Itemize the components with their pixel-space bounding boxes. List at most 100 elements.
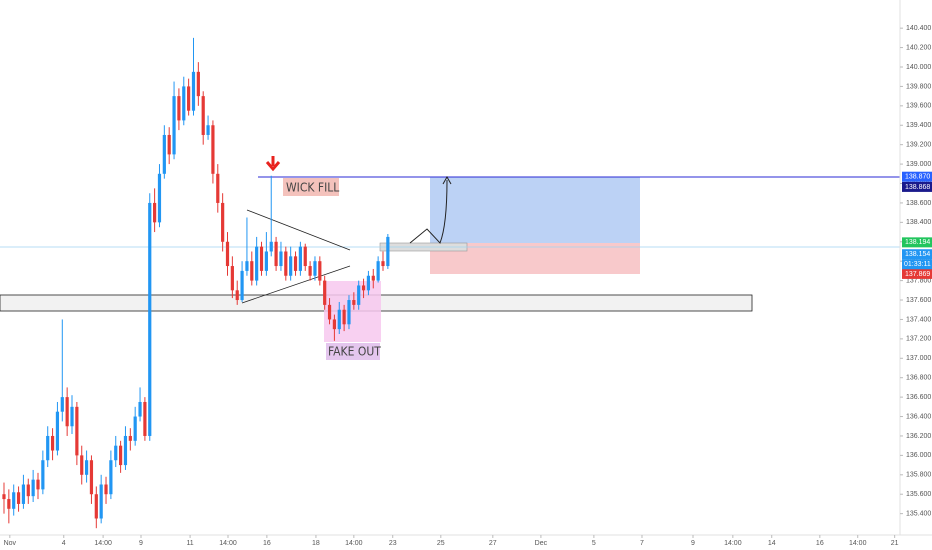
- candle-body: [298, 246, 302, 271]
- x-tick-label: 21: [891, 540, 899, 547]
- candle-body: [177, 96, 181, 121]
- candle-body: [371, 275, 375, 281]
- candle-body: [352, 300, 356, 305]
- candle-body: [259, 246, 264, 271]
- price-label: 138.154: [905, 251, 930, 258]
- x-tick-label: 16: [816, 540, 824, 547]
- x-tick-label: 27: [489, 540, 497, 547]
- y-tick-label: 137.600: [906, 297, 931, 304]
- candle-body: [119, 445, 123, 466]
- y-tick-label: 136.200: [906, 433, 931, 440]
- x-tick-label: 23: [389, 540, 397, 547]
- x-tick-label: 9: [139, 540, 143, 547]
- label-bg: [283, 178, 339, 196]
- y-tick-label: 137.800: [906, 277, 931, 284]
- y-tick-label: 135.800: [906, 472, 931, 479]
- candle-body: [31, 479, 35, 497]
- candle-body: [279, 251, 283, 267]
- candle-body: [308, 266, 312, 276]
- candle-body: [230, 266, 234, 291]
- candle-body: [172, 96, 176, 155]
- candle-body: [70, 406, 74, 427]
- candle-body: [347, 300, 351, 325]
- candle-body: [206, 125, 210, 135]
- candle-body: [128, 435, 132, 441]
- candle-body: [46, 435, 50, 461]
- candle-body: [143, 401, 147, 436]
- price-label: 138.870: [905, 174, 930, 181]
- candle-body: [21, 484, 26, 504]
- x-tick-label: 16: [263, 540, 271, 547]
- candle-body: [109, 460, 113, 495]
- y-tick-label: 135.600: [906, 491, 931, 498]
- candle-body: [366, 275, 371, 291]
- annotation: WICK FILL: [286, 181, 339, 195]
- candle-body: [245, 261, 249, 271]
- candle-body: [84, 460, 89, 475]
- x-tick-label: 25: [437, 540, 445, 547]
- candle-body: [327, 304, 332, 320]
- annotation: FAKE OUT: [328, 345, 381, 359]
- red-arrow: [265, 156, 281, 172]
- candle-body: [284, 251, 288, 276]
- candle-body: [148, 202, 152, 436]
- countdown-bg: [902, 259, 932, 270]
- candle-body: [123, 435, 128, 466]
- candle-body: [323, 280, 327, 305]
- y-tick-label: 137.400: [906, 316, 931, 323]
- candle-body: [342, 309, 346, 325]
- candle-body: [153, 202, 157, 223]
- x-tick-label: 14: [768, 540, 776, 547]
- candle-body: [337, 309, 341, 330]
- candle-body: [361, 285, 366, 291]
- candle-body: [255, 246, 259, 281]
- y-tick-label: 137.000: [906, 355, 931, 362]
- y-tick-label: 139.600: [906, 103, 931, 110]
- candle-body: [89, 460, 94, 495]
- x-tick-label: Nov: [4, 540, 17, 547]
- y-tick-label: 136.000: [906, 452, 931, 459]
- candle-body: [293, 256, 298, 271]
- candle-body: [303, 246, 307, 267]
- candle-body: [182, 86, 186, 121]
- x-tick-label: 9: [691, 540, 695, 547]
- x-tick-label: 7: [640, 540, 644, 547]
- candle-body: [357, 285, 361, 305]
- candle-body: [60, 397, 64, 412]
- y-tick-label: 138.400: [906, 219, 931, 226]
- fake-out-zone: [324, 281, 381, 342]
- countdown: 01:33:11: [904, 261, 931, 268]
- price-label-bg: [902, 171, 932, 182]
- triangle-upper: [246, 209, 351, 251]
- candle-body: [313, 261, 317, 276]
- candle-body: [80, 455, 84, 475]
- candle-body: [12, 492, 16, 509]
- y-tick-label: 136.600: [906, 394, 931, 401]
- y-tick-label: 138.600: [906, 200, 931, 207]
- candle-body: [2, 494, 6, 500]
- x-tick-label: 5: [592, 540, 596, 547]
- price-label: 138.868: [905, 184, 930, 191]
- triangle-lower: [241, 265, 351, 304]
- candle-body: [264, 251, 268, 271]
- candle-body: [26, 484, 30, 497]
- candle-body: [381, 261, 385, 267]
- candle-body: [216, 173, 220, 203]
- candle-body: [104, 484, 108, 495]
- candle-body: [240, 270, 244, 301]
- candle-body: [114, 445, 118, 461]
- x-tick-label: 14:00: [849, 540, 867, 547]
- candle-body: [75, 406, 79, 456]
- y-tick-label: 139.400: [906, 122, 931, 129]
- x-tick-label: 14:00: [345, 540, 363, 547]
- y-tick-label: 137.200: [906, 336, 931, 343]
- candle-body: [162, 134, 166, 174]
- candle-body: [318, 261, 322, 281]
- y-tick-label: 139.000: [906, 161, 931, 168]
- candle-body: [221, 202, 225, 242]
- candle-body: [187, 86, 191, 111]
- x-tick-label: 11: [186, 540, 193, 547]
- candle-body: [196, 71, 200, 97]
- candle-body: [36, 479, 40, 490]
- x-tick-label: 14:00: [94, 540, 112, 547]
